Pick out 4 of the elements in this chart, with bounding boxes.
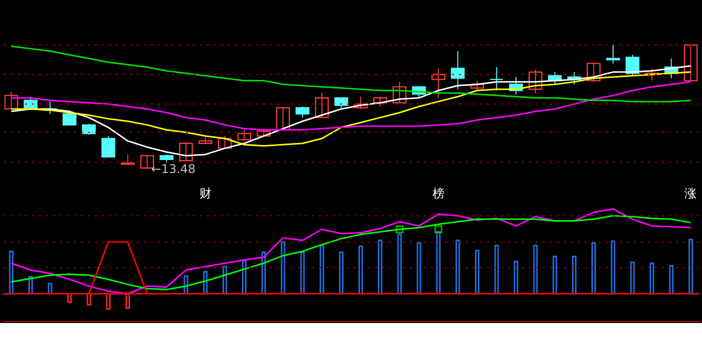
x-tick-label: 涨 bbox=[684, 186, 697, 200]
x-tick-label: 财 bbox=[199, 186, 212, 200]
x-tick-label: 榜 bbox=[432, 186, 444, 200]
annotation: ←13.48 bbox=[151, 162, 196, 176]
